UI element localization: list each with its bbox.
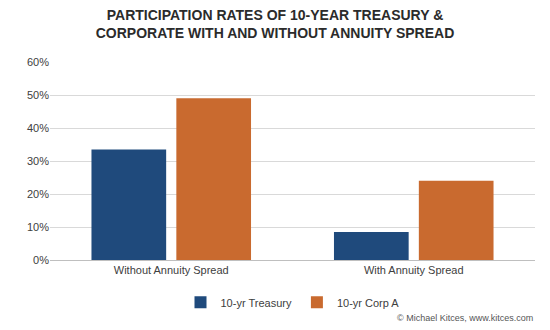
svg-text:10%: 10% (27, 221, 49, 233)
svg-text:50%: 50% (27, 89, 49, 101)
svg-text:30%: 30% (27, 155, 49, 167)
svg-text:40%: 40% (27, 122, 49, 134)
svg-text:© Michael Kitces, www.kitces.c: © Michael Kitces, www.kitces.com (397, 313, 533, 323)
svg-text:0%: 0% (33, 254, 49, 266)
svg-text:With Annuity Spread: With Annuity Spread (364, 264, 464, 276)
svg-text:PARTICIPATION RATES OF 10-YEAR: PARTICIPATION RATES OF 10-YEAR TREASURY … (96, 7, 455, 41)
svg-text:10-yr Treasury: 10-yr Treasury (221, 297, 292, 309)
svg-text:10-yr Corp A: 10-yr Corp A (337, 297, 399, 309)
svg-text:Without Annuity Spread: Without Annuity Spread (114, 264, 229, 276)
svg-text:20%: 20% (27, 188, 49, 200)
svg-text:60%: 60% (27, 56, 49, 68)
